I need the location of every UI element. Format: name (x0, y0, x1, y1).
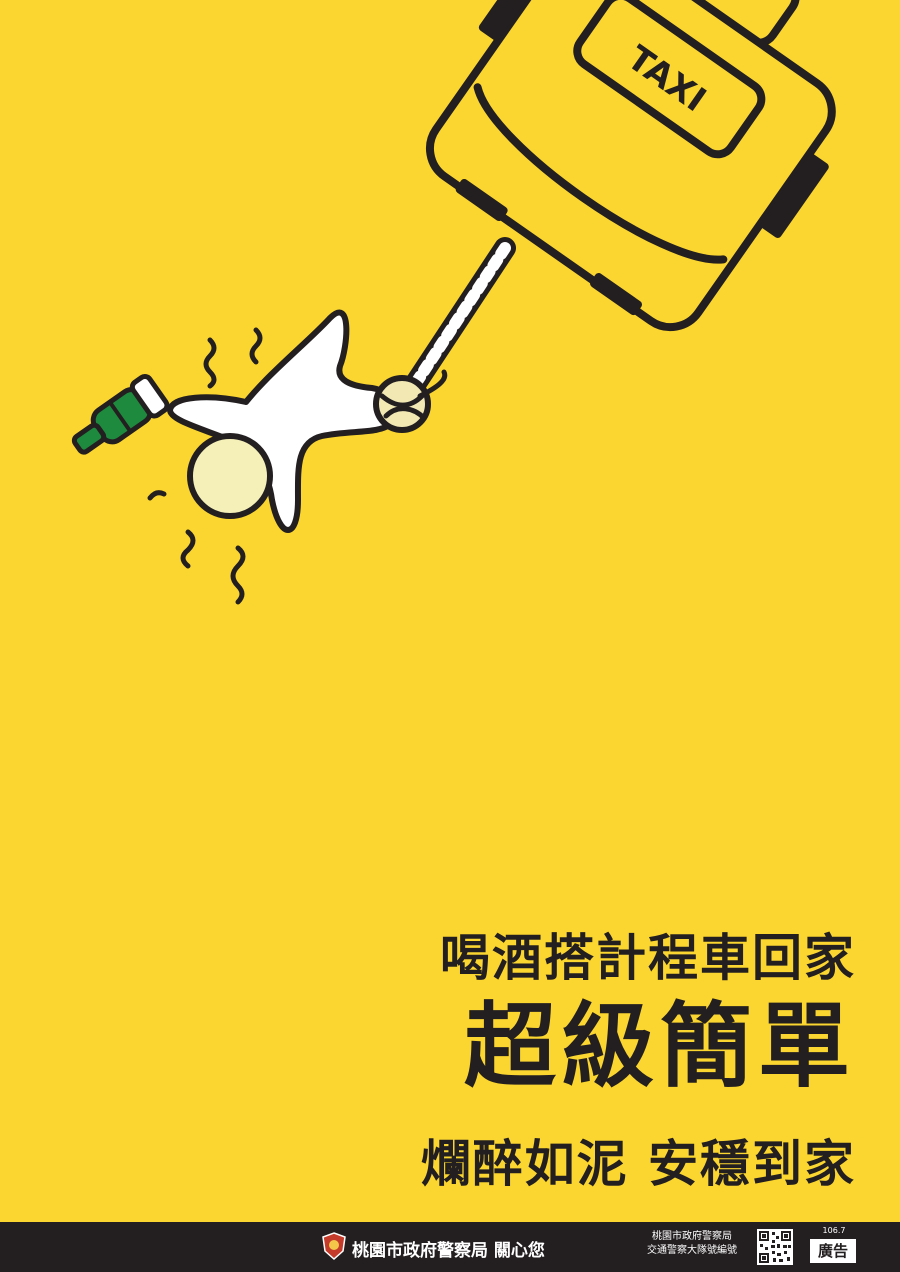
stink-lines (147, 327, 263, 605)
headline-line-1: 喝酒搭計程車回家 (440, 929, 856, 987)
ad-label: 廣告 (809, 1238, 857, 1264)
rope (397, 237, 516, 406)
footer-publisher: 桃園市政府警察局 交通警察大隊號編號 (640, 1230, 744, 1258)
taxi: TAXI (425, 0, 836, 332)
footer-org-name: 桃園市政府警察局 (352, 1241, 488, 1261)
footer-bar: 桃園市政府警察局 關心您 桃園市政府警察局 交通警察大隊號編號 106.7 廣告 (0, 1222, 900, 1272)
ad-code: 106.7 (822, 1226, 846, 1235)
illustration: TAXI (71, 0, 836, 605)
rope-knot (373, 369, 448, 433)
bottle-icon (71, 373, 170, 455)
headline-line-2: 超級簡單 (463, 993, 856, 1100)
figure-body (167, 309, 400, 533)
taxi-sign-box (573, 0, 766, 159)
publisher-line-1: 桃園市政府警察局 (652, 1231, 732, 1242)
footer-care-text: 關心您 (493, 1241, 545, 1261)
headline-line-3: 爛醉如泥 安穩到家 (420, 1135, 856, 1193)
publisher-line-2: 交通警察大隊號編號 (647, 1245, 737, 1256)
qr-code-icon (757, 1229, 793, 1265)
police-badge-icon (322, 1232, 346, 1260)
footer-organization: 桃園市政府警察局 關心您 (352, 1236, 545, 1261)
figure-head (187, 433, 273, 519)
